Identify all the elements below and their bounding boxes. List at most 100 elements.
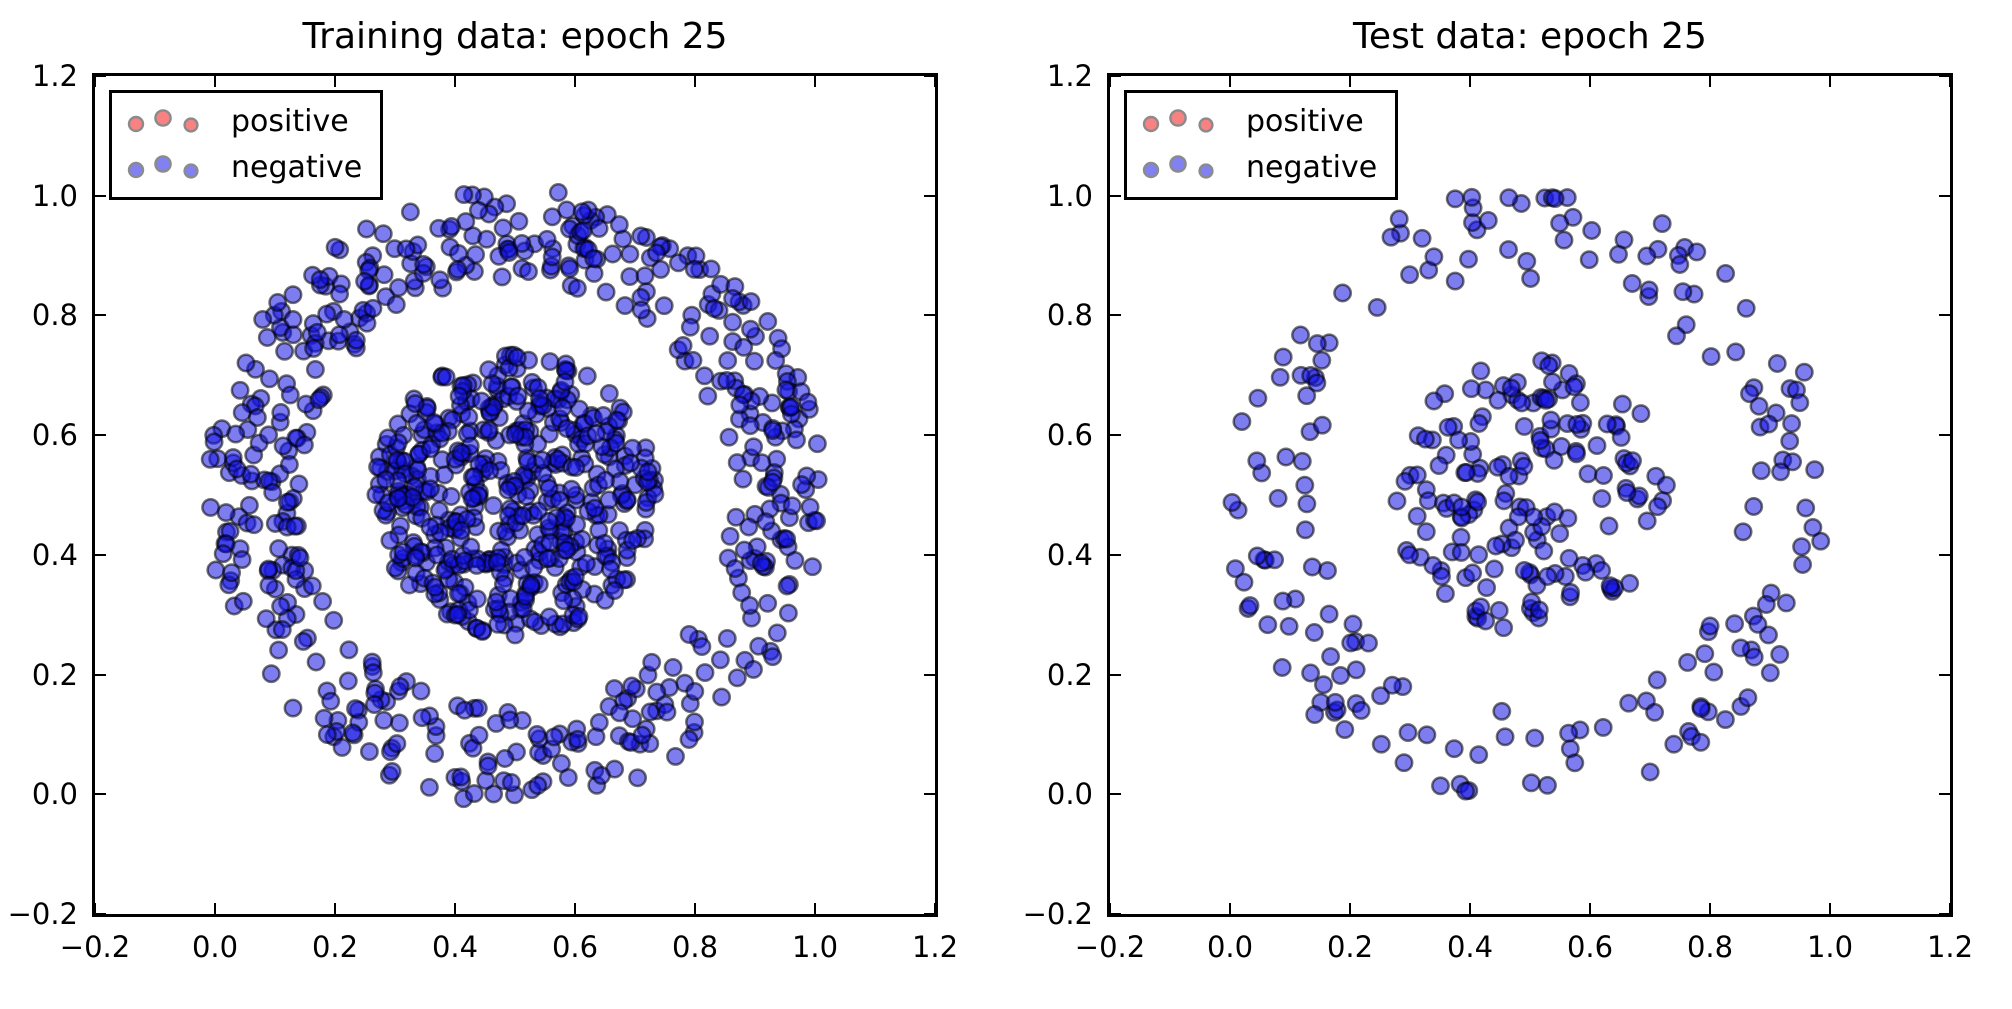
y-tick-label: 1.0	[1046, 178, 1093, 213]
y-tick-mark	[1110, 913, 1121, 915]
y-tick-label: 0.6	[31, 418, 78, 453]
negative-marker-icon	[1142, 155, 1214, 179]
y-tick-mark	[924, 194, 935, 197]
x-tick-label: −0.2	[1074, 930, 1146, 964]
y-tick-mark	[1939, 314, 1950, 317]
x-tick-mark	[214, 76, 216, 87]
x-tick-label: 0.0	[191, 930, 239, 964]
y-tick-mark	[95, 553, 106, 556]
x-tick-mark	[1349, 76, 1351, 87]
x-tick-mark	[94, 76, 96, 87]
x-tick-mark	[934, 76, 936, 87]
x-tick-label: 1.2	[911, 930, 959, 964]
x-tick-mark	[214, 903, 216, 914]
x-tick-mark	[454, 903, 456, 914]
x-tick-mark	[1229, 903, 1231, 914]
subplot-training: Training data: epoch 25 positive negativ…	[8, 16, 958, 964]
x-tick-label: 0.0	[1206, 930, 1254, 964]
scatter-points-test	[1222, 187, 1831, 801]
x-tick-mark	[1109, 76, 1111, 87]
y-tick-label: 0.8	[31, 298, 78, 333]
subplot-test: Test data: epoch 25 positive negative −0…	[1023, 16, 1973, 964]
y-tick-mark	[924, 314, 935, 317]
y-tick-label: 0.2	[1046, 657, 1093, 692]
x-tick-mark	[1109, 903, 1111, 914]
legend-item-positive: positive	[125, 101, 362, 143]
y-tick-label: 1.0	[31, 178, 78, 213]
y-tick-mark	[924, 793, 935, 796]
x-tick-label: 1.0	[1806, 930, 1854, 964]
legend-label-positive: positive	[231, 104, 349, 139]
x-tick-mark	[694, 76, 696, 87]
x-tick-mark	[1709, 903, 1711, 914]
x-tick-label: 0.8	[671, 930, 719, 964]
x-tick-mark	[334, 903, 336, 914]
legend-label-positive: positive	[1246, 104, 1364, 139]
y-tick-label: 0.4	[1046, 537, 1093, 572]
y-tick-mark	[95, 434, 106, 437]
y-tick-mark	[1110, 673, 1121, 676]
legend-label-negative: negative	[1246, 150, 1378, 185]
x-tick-label: 0.6	[1566, 930, 1614, 964]
y-tick-mark	[1939, 434, 1950, 437]
x-tick-label: 0.4	[1446, 930, 1494, 964]
y-tick-label: 1.2	[1046, 59, 1093, 93]
legend-label-negative: negative	[231, 150, 363, 185]
x-tick-mark	[1229, 76, 1231, 87]
legend-box: positive negative	[109, 90, 384, 200]
y-tick-mark	[924, 434, 935, 437]
y-tick-mark	[1110, 553, 1121, 556]
x-tick-label: 0.2	[1326, 930, 1374, 964]
x-tick-mark	[454, 76, 456, 87]
y-tick-mark	[1110, 194, 1121, 197]
y-tick-label: −0.2	[7, 897, 78, 931]
x-tick-labels-training: −0.2 0.0 0.2 0.4 0.6 0.8 1.0 1.2	[60, 930, 958, 970]
negative-marker-icon	[127, 155, 199, 179]
x-tick-mark	[334, 76, 336, 87]
x-tick-label: 1.0	[791, 930, 839, 964]
x-tick-mark	[934, 903, 936, 914]
x-tick-label: −0.2	[59, 930, 131, 964]
legend-item-negative: negative	[125, 147, 362, 189]
y-tick-mark	[1110, 434, 1121, 437]
legend-item-positive: positive	[1140, 101, 1377, 143]
x-tick-mark	[1949, 903, 1951, 914]
positive-marker-icon	[1142, 109, 1214, 133]
scatter-points-training	[200, 183, 828, 809]
y-tick-mark	[1939, 75, 1950, 77]
y-tick-mark	[1939, 194, 1950, 197]
x-tick-mark	[574, 76, 576, 87]
y-tick-mark	[95, 194, 106, 197]
x-tick-mark	[574, 903, 576, 914]
x-tick-label: 0.2	[311, 930, 359, 964]
x-tick-labels-test: −0.2 0.0 0.2 0.4 0.6 0.8 1.0 1.2	[1075, 930, 1973, 970]
x-tick-label: 0.4	[431, 930, 479, 964]
y-tick-mark	[95, 314, 106, 317]
legend-item-negative: negative	[1140, 147, 1377, 189]
x-tick-mark	[1589, 903, 1591, 914]
plot-area-test: positive negative	[1107, 73, 1953, 917]
x-tick-mark	[814, 903, 816, 914]
y-tick-label: 0.0	[31, 777, 78, 812]
plot-title-test: Test data: epoch 25	[1353, 16, 1707, 57]
y-tick-mark	[1110, 793, 1121, 796]
x-tick-mark	[1829, 903, 1831, 914]
legend-box: positive negative	[1124, 90, 1399, 200]
y-tick-label: 0.4	[31, 537, 78, 572]
y-tick-mark	[1939, 673, 1950, 676]
y-tick-mark	[95, 673, 106, 676]
x-tick-label: 1.2	[1926, 930, 1974, 964]
y-tick-mark	[924, 673, 935, 676]
y-tick-mark	[95, 913, 106, 915]
y-tick-mark	[924, 75, 935, 77]
y-tick-label: −0.2	[1022, 897, 1093, 931]
x-tick-mark	[1349, 903, 1351, 914]
y-tick-mark	[1110, 314, 1121, 317]
y-tick-mark	[1939, 913, 1950, 915]
x-tick-mark	[1469, 903, 1471, 914]
y-tick-label: 0.6	[1046, 418, 1093, 453]
y-tick-mark	[95, 793, 106, 796]
x-tick-mark	[1709, 76, 1711, 87]
plot-title-training: Training data: epoch 25	[302, 16, 728, 57]
